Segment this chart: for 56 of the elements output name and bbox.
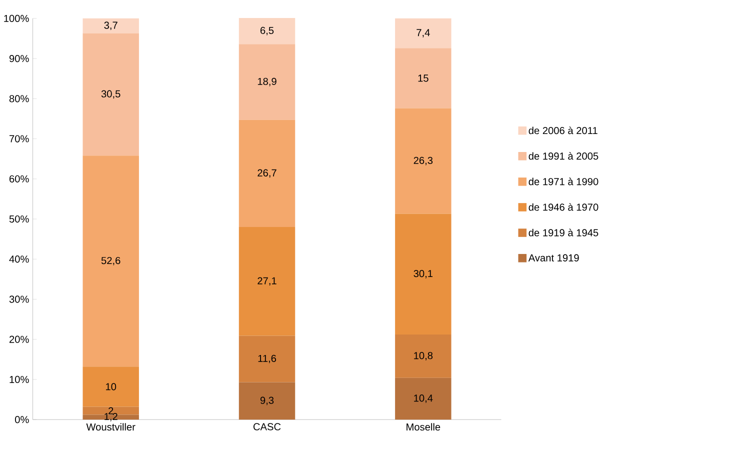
y-tick-label: 20% <box>10 336 29 343</box>
bar <box>82 156 139 367</box>
bar <box>395 378 452 420</box>
legend-label: de 1919 à 1945 <box>528 228 598 236</box>
data-label: 26,3 <box>414 156 433 166</box>
data-label: 11,6 <box>258 354 276 364</box>
data-label: 1,2 <box>104 412 118 422</box>
y-tick-label: 30% <box>9 296 29 303</box>
bar <box>238 120 296 227</box>
data-label: 52,6 <box>101 256 120 266</box>
legend-label: Avant 1919 <box>528 254 579 262</box>
bar <box>82 414 139 420</box>
y-tick-label: 70% <box>10 135 29 142</box>
y-tick-label: 80% <box>9 95 29 102</box>
data-label: 15 <box>418 74 428 82</box>
data-label: 7,4 <box>416 29 430 38</box>
data-label: 27,1 <box>258 277 276 286</box>
bar <box>395 214 452 334</box>
x-tick-label: CASC <box>253 423 281 430</box>
data-label: 2 <box>108 407 114 414</box>
data-label: 3,7 <box>104 22 118 30</box>
y-tick-label: 60% <box>10 175 29 182</box>
data-label: 10,8 <box>414 352 433 360</box>
bar <box>395 48 452 108</box>
bar <box>82 366 139 407</box>
data-label: 10 <box>106 383 116 390</box>
bar <box>238 336 296 382</box>
y-tick-label: 0% <box>15 416 29 424</box>
bar <box>395 18 452 48</box>
bar <box>238 44 296 120</box>
bar <box>395 334 452 378</box>
data-label: 30,5 <box>101 90 120 99</box>
legend-label: de 1946 à 1970 <box>528 203 598 211</box>
bar <box>395 108 452 214</box>
data-label: 30,1 <box>414 270 433 278</box>
bar <box>82 406 139 415</box>
bar <box>238 226 296 336</box>
bar <box>82 33 139 156</box>
y-tick-label: 100% <box>4 14 29 22</box>
data-label: 18,9 <box>258 78 276 86</box>
x-tick-label: Woustviller <box>86 423 136 430</box>
data-label: 6,5 <box>260 26 274 36</box>
data-label: 9,3 <box>260 396 274 406</box>
bar <box>82 18 139 34</box>
y-tick-label: 40% <box>9 255 29 263</box>
legend-label: de 1971 à 1990 <box>528 178 598 186</box>
legend-label: de 1991 à 2005 <box>528 152 598 160</box>
y-tick-label: 50% <box>9 215 29 223</box>
bar <box>238 18 296 44</box>
y-tick-label: 10% <box>10 376 29 383</box>
data-label: 10,4 <box>414 394 433 403</box>
y-tick-label: 90% <box>9 54 29 62</box>
legend-label: de 2006 à 2011 <box>528 126 598 134</box>
data-label: 26,7 <box>258 169 276 178</box>
x-tick-label: Moselle <box>406 423 440 430</box>
bar <box>238 382 296 420</box>
